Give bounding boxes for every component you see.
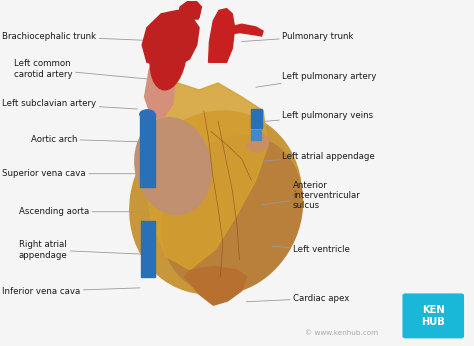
FancyBboxPatch shape — [402, 293, 464, 338]
Polygon shape — [178, 2, 201, 17]
Text: KEN
HUB: KEN HUB — [421, 305, 445, 327]
Text: Aortic arch: Aortic arch — [31, 135, 142, 144]
Text: Left pulmonary artery: Left pulmonary artery — [256, 72, 376, 87]
Ellipse shape — [135, 118, 211, 215]
Ellipse shape — [130, 111, 301, 294]
Ellipse shape — [140, 110, 155, 118]
Polygon shape — [185, 266, 246, 305]
Polygon shape — [209, 9, 235, 62]
Bar — [251, 130, 261, 140]
Text: Right atrial
appendage: Right atrial appendage — [19, 240, 147, 260]
Text: Left atrial appendage: Left atrial appendage — [264, 152, 375, 161]
Text: Ascending aorta: Ascending aorta — [19, 207, 140, 216]
Polygon shape — [182, 4, 192, 21]
Polygon shape — [190, 3, 200, 19]
Polygon shape — [246, 135, 269, 152]
Polygon shape — [228, 24, 263, 36]
Text: Superior vena cava: Superior vena cava — [2, 169, 137, 178]
Text: © www.kenhub.com: © www.kenhub.com — [305, 330, 378, 336]
Text: Pulmonary trunk: Pulmonary trunk — [242, 32, 354, 42]
Text: Inferior vena cava: Inferior vena cava — [2, 287, 140, 296]
Polygon shape — [145, 83, 268, 270]
Text: Left common
carotid artery: Left common carotid artery — [14, 60, 161, 80]
Bar — [141, 221, 155, 277]
Bar — [251, 109, 262, 128]
Polygon shape — [145, 55, 175, 118]
Bar — [140, 114, 155, 187]
Text: Brachiocephalic trunk: Brachiocephalic trunk — [2, 32, 174, 42]
Text: Left ventricle: Left ventricle — [273, 245, 350, 254]
Ellipse shape — [162, 136, 302, 293]
Text: Left pulmonary veins: Left pulmonary veins — [260, 111, 373, 122]
Text: Anterior
interventricular
sulcus: Anterior interventricular sulcus — [262, 181, 360, 210]
Text: Left subclavian artery: Left subclavian artery — [2, 99, 137, 109]
Polygon shape — [142, 10, 199, 66]
Ellipse shape — [150, 21, 186, 90]
Text: Cardiac apex: Cardiac apex — [246, 294, 349, 303]
